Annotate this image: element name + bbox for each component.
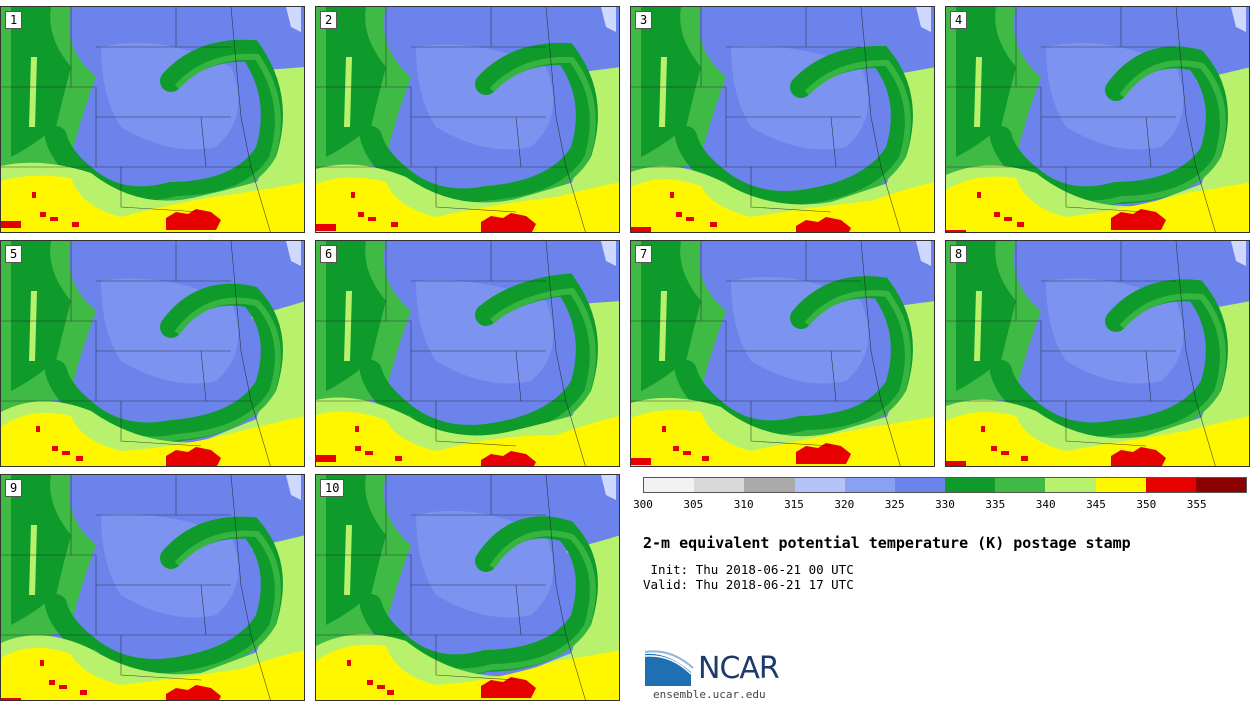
map-panel: 10 [315, 474, 620, 701]
map-panel: 4 [945, 6, 1250, 233]
theta-e-map [946, 7, 1249, 232]
theta-e-map [1, 475, 304, 700]
colorbar-tick-label: 315 [784, 498, 804, 511]
ncar-logo-text: NCAR [698, 651, 780, 686]
map-panel: 6 [315, 240, 620, 467]
colorbar-segment [995, 478, 1046, 492]
colorbar-tick-label: 310 [733, 498, 754, 511]
map-panel: 1 [0, 6, 305, 233]
colorbar-segment [794, 478, 845, 492]
map-panel: 7 [630, 240, 935, 467]
theta-e-map [316, 475, 619, 700]
member-number-label: 5 [5, 245, 23, 263]
member-number-label: 8 [950, 245, 968, 263]
colorbar-segment [644, 478, 695, 492]
colorbar-tick-label: 340 [1035, 498, 1056, 511]
site-url: ensemble.ucar.edu [653, 688, 766, 701]
colorbar-tick-label: 355 [1186, 498, 1207, 511]
colorbar-tick-label: 300 [633, 498, 653, 511]
map-panel: 2 [315, 6, 620, 233]
member-number-label: 2 [320, 11, 338, 29]
map-panel: 8 [945, 240, 1250, 467]
valid-time: Valid: Thu 2018-06-21 17 UTC [643, 577, 854, 592]
theta-e-map [316, 241, 619, 466]
colorbar-segment [744, 478, 795, 492]
ncar-logo-icon [644, 650, 694, 686]
member-number-label: 1 [5, 11, 23, 29]
member-number-label: 7 [635, 245, 653, 263]
theta-e-map [316, 7, 619, 232]
theta-e-map [631, 7, 934, 232]
theta-e-map [946, 241, 1249, 466]
plot-title: 2-m equivalent potential temperature (K)… [643, 534, 1131, 552]
colorbar-tick-label: 320 [834, 498, 855, 511]
colorbar-segment [1095, 478, 1146, 492]
member-number-label: 9 [5, 479, 23, 497]
colorbar-segment [1195, 478, 1247, 492]
member-number-label: 3 [635, 11, 653, 29]
member-number-label: 4 [950, 11, 968, 29]
member-number-label: 10 [320, 479, 345, 497]
colorbar-segment [945, 478, 996, 492]
theta-e-map [1, 7, 304, 232]
colorbar-segment [894, 478, 946, 492]
colorbar-segment [1145, 478, 1196, 492]
colorbar-tick-label: 325 [884, 498, 905, 511]
member-number-label: 6 [320, 245, 338, 263]
colorbar-tick-label: 345 [1086, 498, 1106, 511]
colorbar-segment [844, 478, 895, 492]
colorbar-tick-label: 350 [1136, 498, 1157, 511]
map-panel: 5 [0, 240, 305, 467]
map-panel: 9 [0, 474, 305, 701]
theta-e-map [1, 241, 304, 466]
colorbar-tick-label: 335 [985, 498, 1006, 511]
colorbar-segment [1045, 478, 1096, 492]
theta-e-map [631, 241, 934, 466]
colorbar-tick-label: 330 [935, 498, 955, 511]
map-panel: 3 [630, 6, 935, 233]
colorbar-tick-label: 305 [683, 498, 704, 511]
colorbar-ticks: 300 305 310 315 320 325 330 335 340 345 350 355 [633, 498, 1247, 512]
colorbar [643, 477, 1247, 493]
colorbar-segment [694, 478, 745, 492]
init-time: Init: Thu 2018-06-21 00 UTC [643, 562, 854, 577]
